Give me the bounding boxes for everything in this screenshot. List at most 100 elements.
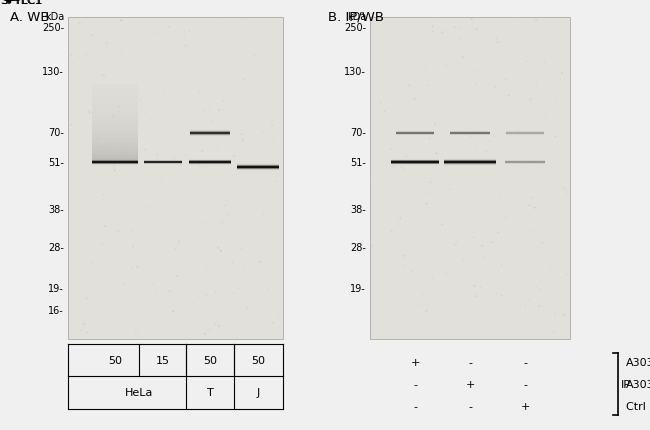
Point: [0, 0, 6, 4]
Point: [0, 0, 6, 4]
Point: [0, 0, 6, 4]
Point: [0, 0, 5, 4]
Point: [0, 0, 6, 4]
Bar: [92, 157, 138, 159]
Point: [0, 0, 6, 4]
Point: [0, 0, 6, 4]
Point: [0, 0, 6, 4]
Text: SPTLC1: SPTLC1: [1, 0, 42, 6]
Bar: [92, 91, 138, 93]
Point: [0, 0, 5, 4]
Point: [0, 0, 6, 4]
Point: [0, 0, 6, 4]
Point: [0, 0, 5, 4]
Point: [0, 0, 6, 4]
Point: [0, 0, 6, 4]
Point: [0, 0, 6, 4]
Point: [0, 0, 6, 4]
Point: [0, 0, 5, 4]
Point: [0, 0, 6, 4]
Point: [0, 0, 6, 4]
Text: -: -: [413, 401, 417, 411]
Bar: [92, 93, 138, 95]
Point: [0, 0, 6, 4]
Bar: [92, 144, 138, 147]
Point: [0, 0, 6, 4]
Point: [0, 0, 5, 4]
Point: [0, 0, 6, 4]
Point: [0, 0, 6, 4]
Point: [0, 0, 5, 4]
Bar: [92, 139, 138, 141]
Point: [0, 0, 6, 4]
Point: [0, 0, 5, 4]
Text: 50: 50: [203, 355, 217, 365]
Point: [0, 0, 5, 4]
Point: [0, 0, 6, 4]
Point: [0, 0, 6, 4]
Point: [0, 0, 6, 4]
Point: [0, 0, 6, 4]
Point: [0, 0, 6, 4]
Bar: [92, 125, 138, 127]
Point: [0, 0, 5, 4]
Bar: [92, 113, 138, 115]
Point: [0, 0, 6, 4]
Point: [0, 0, 6, 4]
Point: [0, 0, 6, 4]
Point: [0, 0, 6, 4]
Point: [0, 0, 5, 4]
Point: [0, 0, 6, 4]
Point: [0, 0, 6, 4]
Point: [0, 0, 5, 4]
Bar: [444, 164, 496, 165]
Point: [0, 0, 5, 4]
Point: [0, 0, 6, 4]
Point: [0, 0, 6, 4]
Point: [0, 0, 6, 4]
Point: [0, 0, 5, 4]
Point: [0, 0, 6, 4]
Text: 28-: 28-: [48, 243, 64, 252]
Point: [0, 0, 5, 4]
Point: [0, 0, 6, 4]
Point: [0, 0, 6, 4]
Point: [0, 0, 5, 4]
Text: 70-: 70-: [350, 128, 366, 138]
Point: [0, 0, 5, 4]
Bar: [92, 115, 138, 117]
Point: [0, 0, 6, 4]
Point: [0, 0, 6, 4]
Text: kDa: kDa: [45, 12, 64, 22]
Point: [0, 0, 6, 4]
Point: [0, 0, 5, 4]
Point: [0, 0, 5, 4]
Point: [0, 0, 6, 4]
Point: [0, 0, 6, 4]
Point: [0, 0, 6, 4]
Text: 19-: 19-: [48, 283, 64, 293]
Point: [0, 0, 5, 4]
Text: HeLa: HeLa: [125, 387, 153, 397]
Point: [0, 0, 6, 4]
Point: [0, 0, 6, 4]
Point: [0, 0, 6, 4]
Point: [0, 0, 5, 4]
Point: [0, 0, 6, 4]
Point: [0, 0, 6, 4]
Point: [0, 0, 6, 4]
Point: [0, 0, 6, 4]
Text: +: +: [520, 401, 530, 411]
Point: [0, 0, 6, 4]
Point: [0, 0, 6, 4]
Point: [0, 0, 5, 4]
Point: [0, 0, 6, 4]
Point: [0, 0, 5, 4]
Text: B. IP/WB: B. IP/WB: [328, 11, 384, 24]
Point: [0, 0, 6, 4]
Point: [0, 0, 6, 4]
Point: [0, 0, 6, 4]
Point: [0, 0, 6, 4]
Point: [0, 0, 6, 4]
Point: [0, 0, 6, 4]
